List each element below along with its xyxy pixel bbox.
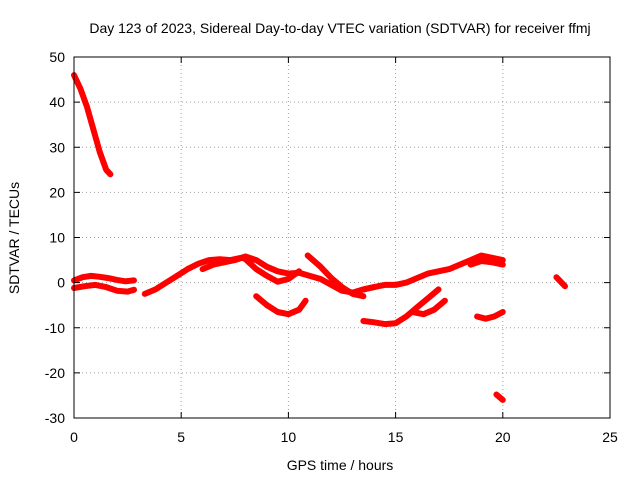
series-seg-late-outlier (493, 391, 506, 403)
y-tick-labels: -30 -20 -10 0 10 20 30 40 50 (45, 49, 65, 426)
x-tick-label: 0 (70, 429, 78, 445)
chart-title: Day 123 of 2023, Sidereal Day-to-day VTE… (89, 20, 590, 36)
y-tick-label: 30 (49, 139, 65, 155)
series-seg-morning-upper (71, 272, 137, 285)
series-seg-late-neg (474, 309, 506, 322)
grid-lines (74, 57, 610, 418)
series-seg-evening-rise (360, 252, 506, 293)
series-seg-early-decline (71, 72, 114, 178)
x-axis-label: GPS time / hours (287, 457, 394, 473)
y-tick-label: -10 (45, 320, 65, 336)
series-seg-late-band (467, 258, 506, 268)
y-tick-label: 50 (49, 49, 65, 65)
x-tick-labels: 0 5 10 15 20 25 (70, 429, 618, 445)
y-tick-label: 10 (49, 230, 65, 246)
series-seg-small-dip (409, 297, 448, 318)
series-seg-22h (553, 274, 568, 290)
y-tick-label: -20 (45, 365, 65, 381)
y-tick-label: -30 (45, 410, 65, 426)
y-tick-label: 40 (49, 94, 65, 110)
y-tick-label: 0 (57, 275, 65, 291)
x-tick-label: 10 (281, 429, 297, 445)
x-tick-label: 5 (177, 429, 185, 445)
x-tick-label: 25 (602, 429, 618, 445)
series-seg-morning-lower (71, 281, 137, 295)
series-seg-dip-15h (360, 286, 442, 328)
data-series (71, 72, 568, 403)
series-seg-loop-11h (304, 252, 367, 300)
series-seg-rise (141, 254, 255, 297)
series-seg-upper-wave (242, 256, 303, 285)
x-tick-label: 20 (495, 429, 511, 445)
y-tick-label: 20 (49, 184, 65, 200)
y-axis-label: SDTVAR / TECUs (6, 182, 22, 294)
axis-ticks (73, 56, 611, 419)
series-seg-dip-10h (253, 293, 309, 318)
x-tick-label: 15 (388, 429, 404, 445)
